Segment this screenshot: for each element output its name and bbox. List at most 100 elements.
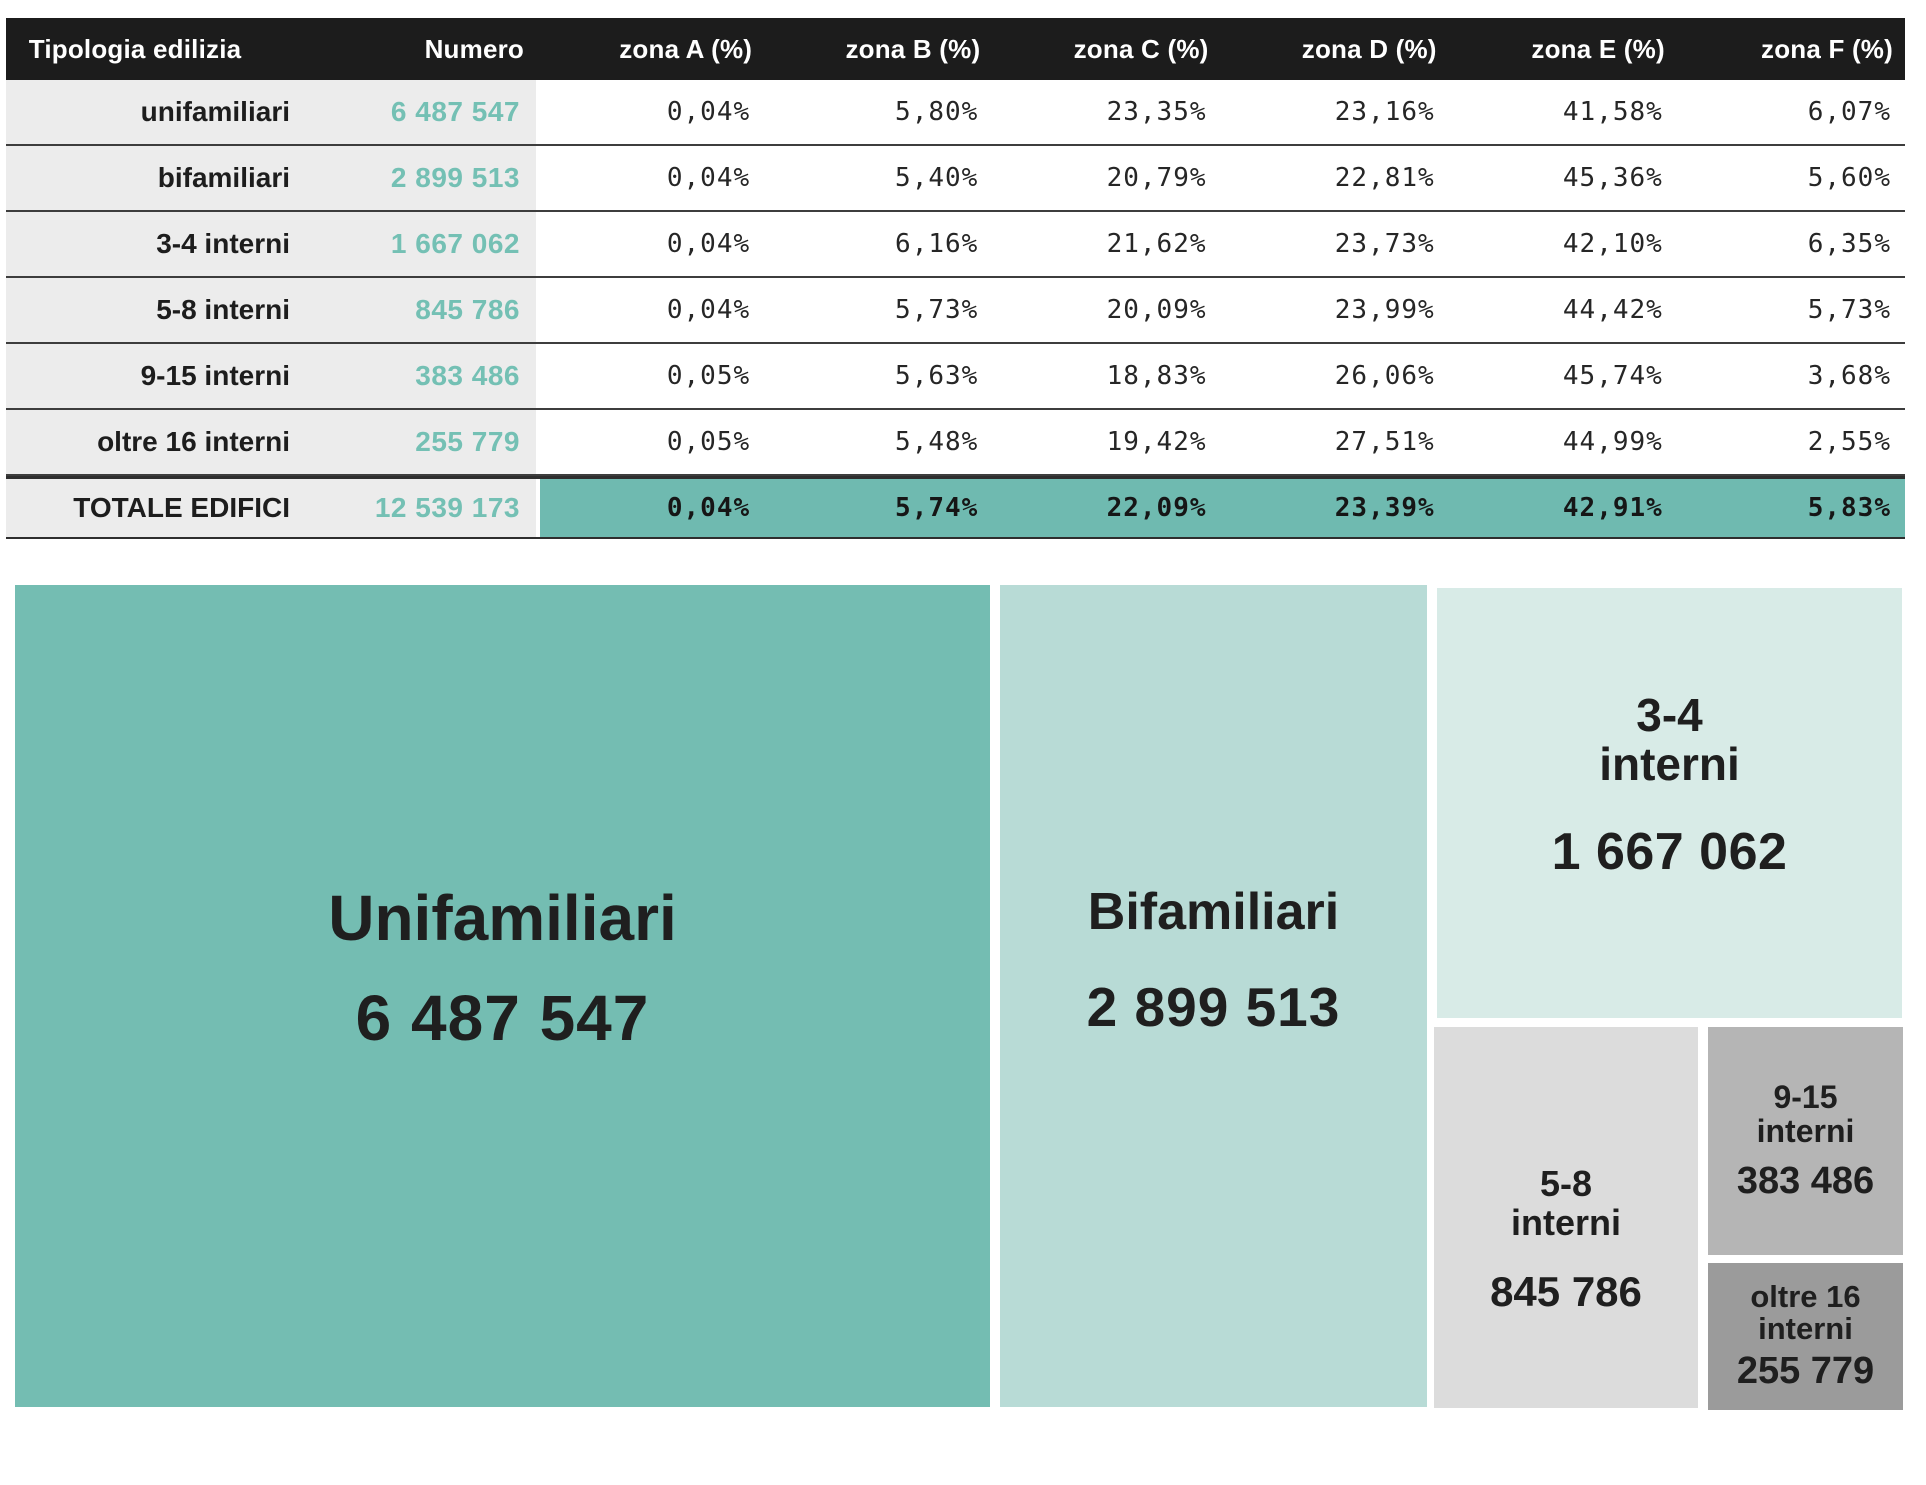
block-label: 5-8 interni xyxy=(1511,1165,1621,1243)
zone-f-value: 5,60% xyxy=(1676,146,1905,210)
row-label: 3-4 interni xyxy=(6,212,304,276)
zone-c-value: 18,83% xyxy=(992,344,1221,408)
column-header-tipologia: Tipologia edilizia xyxy=(28,33,242,64)
zone-b-value: 6,16% xyxy=(764,212,993,276)
zone-b-value: 5,80% xyxy=(764,80,993,144)
zone-a-value: 0,04% xyxy=(536,146,765,210)
block-label-line2: interni xyxy=(1758,1311,1853,1347)
row-label: bifamiliari xyxy=(6,146,304,210)
zone-a-value: 0,04% xyxy=(536,212,765,276)
zone-c-value: 23,35% xyxy=(992,80,1221,144)
zone-a-value: 0,05% xyxy=(536,344,765,408)
zone-c-value: 21,62% xyxy=(992,212,1221,276)
column-header-zona-e: zona E (%) xyxy=(1531,33,1665,64)
table-row: oltre 16 interni 255 779 0,05% 5,48% 19,… xyxy=(6,410,1905,476)
table-header-row: Tipologia edilizia Numero zona A (%) zon… xyxy=(6,18,1905,80)
row-label: 9-15 interni xyxy=(6,344,304,408)
zone-a-total: 0,04% xyxy=(540,479,765,537)
zone-f-value: 5,73% xyxy=(1676,278,1905,342)
row-label: oltre 16 interni xyxy=(6,410,304,474)
row-count: 6 487 547 xyxy=(304,80,536,144)
zone-e-total: 42,91% xyxy=(1448,479,1677,537)
zone-d-value: 26,06% xyxy=(1220,344,1449,408)
total-label: TOTALE EDIFICI xyxy=(6,479,304,537)
column-header-zona-d: zona D (%) xyxy=(1301,33,1437,64)
treemap-block-unifamiliari: Unifamiliari 6 487 547 xyxy=(15,585,990,1407)
table-total-row: TOTALE EDIFICI 12 539 173 0,04% 5,74% 22… xyxy=(6,476,1905,539)
block-value: 6 487 547 xyxy=(355,981,650,1054)
zone-c-value: 19,42% xyxy=(992,410,1221,474)
zone-d-value: 23,99% xyxy=(1220,278,1449,342)
block-label: 3-4 interni xyxy=(1599,688,1740,791)
treemap-block-3-4-interni: 3-4 interni 1 667 062 xyxy=(1437,588,1902,1018)
column-header-zona-c: zona C (%) xyxy=(1073,33,1209,64)
zone-f-value: 2,55% xyxy=(1676,410,1905,474)
column-header-zona-a: zona A (%) xyxy=(619,33,753,64)
zone-e-value: 44,99% xyxy=(1448,410,1677,474)
zone-b-total: 5,74% xyxy=(764,479,993,537)
zone-d-value: 27,51% xyxy=(1220,410,1449,474)
zone-f-value: 6,35% xyxy=(1676,212,1905,276)
zone-b-value: 5,73% xyxy=(764,278,993,342)
zone-c-value: 20,79% xyxy=(992,146,1221,210)
row-count: 383 486 xyxy=(304,344,536,408)
block-label-line1: 9-15 xyxy=(1773,1078,1838,1115)
zone-b-value: 5,40% xyxy=(764,146,993,210)
zone-a-value: 0,04% xyxy=(536,278,765,342)
total-count: 12 539 173 xyxy=(304,479,536,537)
zone-b-value: 5,48% xyxy=(764,410,993,474)
row-count: 2 899 513 xyxy=(304,146,536,210)
block-value: 845 786 xyxy=(1490,1268,1642,1316)
block-label-line2: interni xyxy=(1599,738,1740,791)
zone-f-total: 5,83% xyxy=(1676,479,1905,537)
zone-f-value: 3,68% xyxy=(1676,344,1905,408)
typology-zone-table: Tipologia edilizia Numero zona A (%) zon… xyxy=(6,18,1905,539)
row-count: 255 779 xyxy=(304,410,536,474)
column-header-zona-f: zona F (%) xyxy=(1761,33,1893,64)
row-label: unifamiliari xyxy=(6,80,304,144)
treemap-block-9-15-interni: 9-15 interni 383 486 xyxy=(1708,1027,1903,1255)
table-row: unifamiliari 6 487 547 0,04% 5,80% 23,35… xyxy=(6,80,1905,146)
table-row: 5-8 interni 845 786 0,04% 5,73% 20,09% 2… xyxy=(6,278,1905,344)
zone-c-value: 20,09% xyxy=(992,278,1221,342)
table-row: 9-15 interni 383 486 0,05% 5,63% 18,83% … xyxy=(6,344,1905,410)
table-row: bifamiliari 2 899 513 0,04% 5,40% 20,79%… xyxy=(6,146,1905,212)
block-label-line2: interni xyxy=(1510,1202,1621,1244)
block-value: 1 667 062 xyxy=(1551,823,1788,882)
block-label-line1: 5-8 xyxy=(1539,1163,1592,1205)
block-label: Unifamiliari xyxy=(328,882,677,955)
zone-d-value: 23,73% xyxy=(1220,212,1449,276)
block-value: 383 486 xyxy=(1736,1160,1875,1203)
column-header-zona-b: zona B (%) xyxy=(845,33,981,64)
block-label-line1: 3-4 xyxy=(1636,688,1703,741)
treemap-block-5-8-interni: 5-8 interni 845 786 xyxy=(1434,1027,1698,1408)
row-label: 5-8 interni xyxy=(6,278,304,342)
zone-e-value: 45,36% xyxy=(1448,146,1677,210)
zone-a-value: 0,05% xyxy=(536,410,765,474)
zone-e-value: 42,10% xyxy=(1448,212,1677,276)
column-header-numero: Numero xyxy=(424,33,524,64)
zone-e-value: 44,42% xyxy=(1448,278,1677,342)
zone-b-value: 5,63% xyxy=(764,344,993,408)
zone-f-value: 6,07% xyxy=(1676,80,1905,144)
block-label-line1: oltre 16 xyxy=(1750,1278,1861,1314)
treemap-block-oltre-16-interni: oltre 16 interni 255 779 xyxy=(1708,1263,1903,1410)
zone-a-value: 0,04% xyxy=(536,80,765,144)
block-label: Bifamiliari xyxy=(1087,883,1340,942)
block-value: 255 779 xyxy=(1736,1350,1875,1393)
zone-d-total: 23,39% xyxy=(1220,479,1449,537)
table-row: 3-4 interni 1 667 062 0,04% 6,16% 21,62%… xyxy=(6,212,1905,278)
zone-d-value: 22,81% xyxy=(1220,146,1449,210)
zone-e-value: 41,58% xyxy=(1448,80,1677,144)
treemap-block-bifamiliari: Bifamiliari 2 899 513 xyxy=(1000,585,1427,1407)
block-label: oltre 16 interni xyxy=(1750,1278,1861,1347)
zone-e-value: 45,74% xyxy=(1448,344,1677,408)
block-label: 9-15 interni xyxy=(1757,1080,1855,1149)
block-value: 2 899 513 xyxy=(1086,976,1341,1039)
zone-c-total: 22,09% xyxy=(992,479,1221,537)
row-count: 1 667 062 xyxy=(304,212,536,276)
row-count: 845 786 xyxy=(304,278,536,342)
zone-d-value: 23,16% xyxy=(1220,80,1449,144)
block-label-line2: interni xyxy=(1756,1113,1855,1150)
